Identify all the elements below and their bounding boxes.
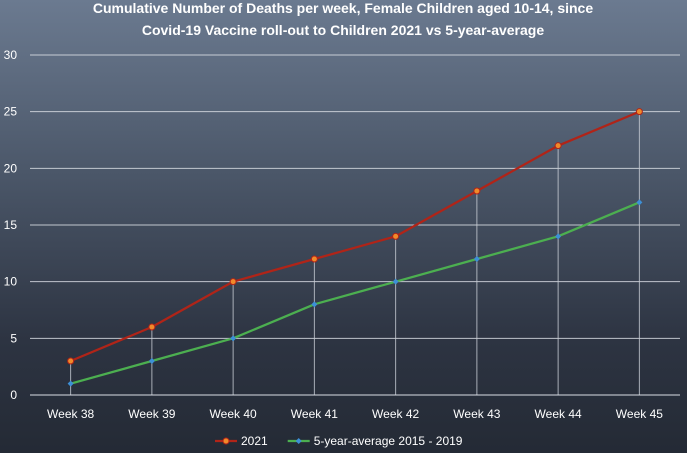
series-2-point-8 — [636, 199, 643, 206]
legend-swatch-marker-2 — [295, 438, 302, 444]
drop-lines — [70, 111, 640, 395]
series-1-point-2 — [148, 323, 156, 331]
y-tick-label-0: 0 — [10, 388, 17, 402]
legend-item-1: 2021 — [215, 434, 268, 448]
legend: 2021 5-year-average 2015 - 2019 — [215, 434, 463, 448]
y-tick-label-5: 5 — [10, 331, 17, 345]
series-1-point-1 — [67, 357, 75, 365]
series-2 — [67, 199, 643, 387]
series-2-point-3 — [230, 335, 237, 342]
x-tick-label-3: Week 40 — [210, 407, 257, 421]
series-1-point-7 — [554, 142, 562, 150]
y-tick-label-25: 25 — [4, 105, 18, 119]
series-1-point-4 — [310, 255, 318, 263]
series-2-point-7 — [555, 233, 562, 240]
legend-label-1: 2021 — [241, 434, 268, 448]
y-tick-label-20: 20 — [4, 161, 18, 175]
legend-swatch-marker-1 — [222, 437, 230, 445]
chart-title-line-2: Covid-19 Vaccine roll-out to Children 20… — [142, 22, 544, 38]
y-tick-label-30: 30 — [4, 48, 18, 62]
series-1-point-3 — [229, 278, 237, 286]
series-1-point-5 — [392, 232, 400, 240]
x-tick-label-6: Week 43 — [453, 407, 500, 421]
series-1-point-8 — [635, 108, 643, 116]
x-tick-label-1: Week 38 — [47, 407, 94, 421]
x-tick-label-5: Week 42 — [372, 407, 419, 421]
series-1-point-6 — [473, 187, 481, 195]
y-tick-label-10: 10 — [4, 275, 18, 289]
series-1 — [67, 108, 643, 365]
x-tick-label-4: Week 41 — [291, 407, 338, 421]
x-tick-label-8: Week 45 — [616, 407, 663, 421]
series-2-point-5 — [392, 278, 399, 285]
series-2-point-6 — [473, 256, 480, 262]
series-2-point-1 — [67, 380, 74, 387]
axes: 0 5 10 15 20 25 30 Week 38 Week 39 Week 40 Week 41… — [4, 48, 680, 421]
series — [67, 108, 643, 387]
series-2-point-4 — [311, 301, 318, 308]
y-tick-label-15: 15 — [4, 218, 18, 232]
legend-item-2: 5-year-average 2015 - 2019 — [287, 434, 463, 448]
x-tick-label-7: Week 44 — [535, 407, 582, 421]
x-tick-label-2: Week 39 — [128, 407, 175, 421]
series-2-point-2 — [148, 358, 155, 364]
series-line-2 — [70, 201, 640, 385]
legend-label-2: 5-year-average 2015 - 2019 — [314, 434, 463, 448]
series-line-1 — [70, 110, 640, 363]
chart-title-line-1: Cumulative Number of Deaths per week, Fe… — [93, 0, 593, 16]
grid — [30, 54, 680, 339]
